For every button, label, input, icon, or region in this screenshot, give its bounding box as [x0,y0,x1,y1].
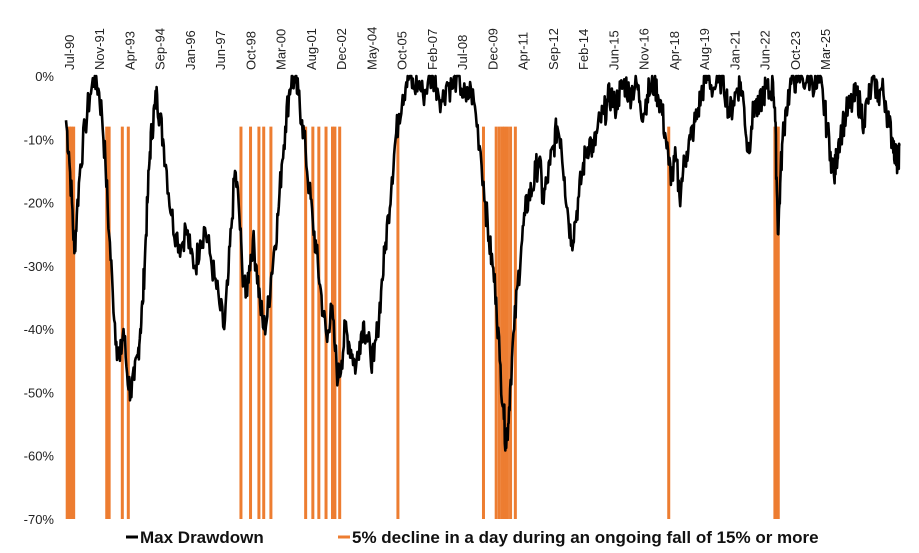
legend-label-max-drawdown: Max Drawdown [140,528,264,547]
x-tick-label: Nov-16 [637,28,652,70]
y-tick-label: -40% [24,322,55,337]
y-tick-label: -60% [24,449,55,464]
y-axis-tick-labels: 0% -10% -20% -30% -40% -50% -60% -70% [24,69,55,527]
x-tick-label: Sep-94 [153,28,168,70]
x-tick-label: Oct-23 [788,31,803,70]
y-tick-label: -70% [24,512,55,527]
max-drawdown-series [64,74,901,452]
y-tick-label: -50% [24,385,55,400]
x-tick-label: Apr-18 [667,31,682,70]
legend-label-decline-events: 5% decline in a day during an ongoing fa… [352,528,819,547]
x-tick-label: Jul-08 [455,35,470,70]
x-tick-label: Mar-00 [274,29,289,70]
y-tick-label: -20% [24,196,55,211]
x-tick-label: Aug-01 [304,28,319,70]
x-tick-label: Dec-02 [334,28,349,70]
legend: Max Drawdown 5% decline in a day during … [126,528,819,547]
y-tick-label: -30% [24,259,55,274]
x-tick-label: Dec-09 [485,28,500,70]
x-axis-tick-labels: Jul-90 Nov-91 Apr-93 Sep-94 Jan-96 Jun-97 Oct-… [62,27,833,70]
x-tick-label: Jun-22 [758,30,773,70]
x-tick-label: Jun-15 [606,30,621,70]
x-tick-label: Oct-05 [395,31,410,70]
x-tick-label: Jun-97 [213,30,228,70]
x-tick-label: Feb-14 [576,29,591,70]
x-tick-label: Sep-12 [546,28,561,70]
x-tick-label: Oct-98 [243,31,258,70]
x-tick-label: Feb-07 [425,29,440,70]
x-tick-label: Jan-21 [727,30,742,70]
x-tick-label: Nov-91 [92,28,107,70]
max-drawdown-line [64,74,901,452]
x-tick-label: Apr-11 [516,32,531,70]
y-tick-label: -10% [24,132,55,147]
x-tick-label: Jan-96 [183,30,198,70]
x-tick-label: Mar-25 [818,29,833,70]
x-tick-label: May-04 [364,27,379,70]
x-tick-label: Apr-93 [122,31,137,70]
x-tick-label: Jul-90 [62,35,77,70]
y-tick-label: 0% [35,69,54,84]
x-tick-label: Aug-19 [697,28,712,70]
